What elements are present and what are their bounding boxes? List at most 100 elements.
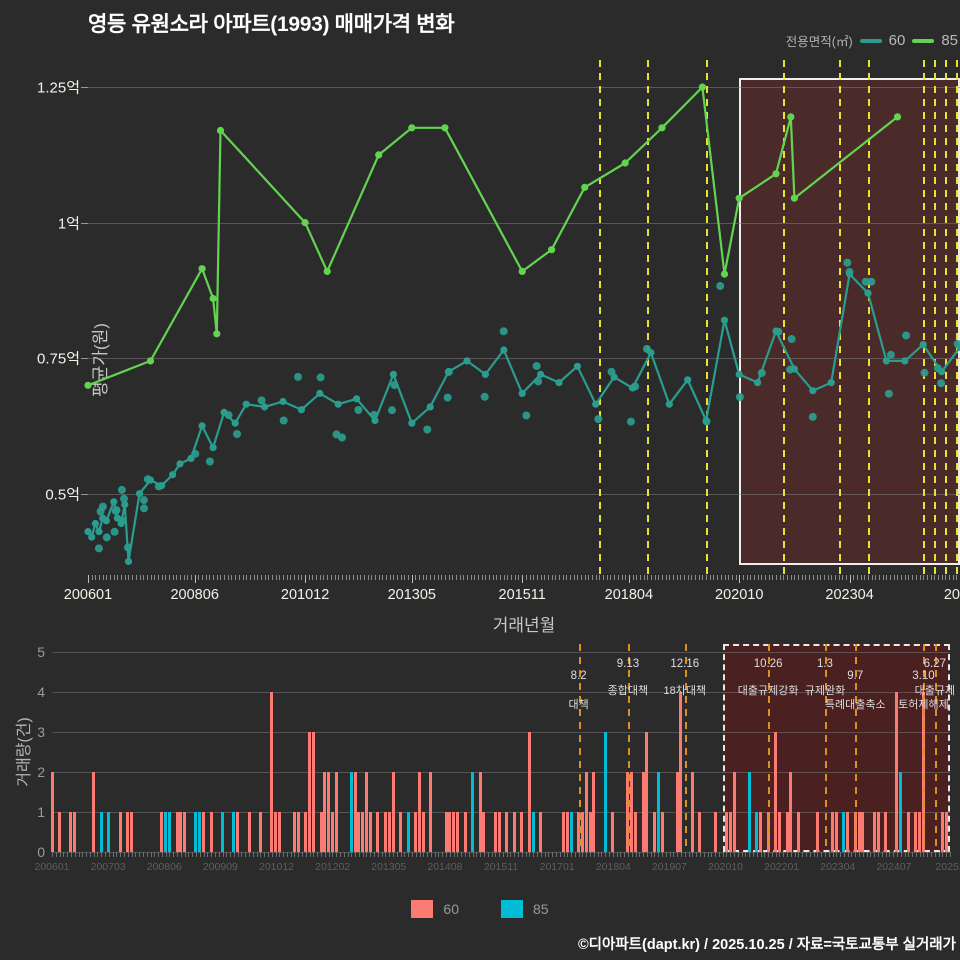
price-xtick-minor <box>923 575 925 580</box>
price-xtick-minor <box>470 575 472 580</box>
price-marker-60 <box>279 397 287 406</box>
price-xtick-minor <box>360 575 362 580</box>
volume-gridline <box>52 732 950 733</box>
price-xtick-minor <box>518 575 520 580</box>
price-xtick-minor <box>430 575 432 580</box>
volume-bar <box>58 812 62 852</box>
volume-xtick <box>533 852 535 857</box>
price-marker-85 <box>787 113 795 121</box>
volume-bar <box>471 772 475 852</box>
price-scatter-60 <box>626 417 635 426</box>
volume-event-vline <box>578 644 581 852</box>
volume-xtick <box>165 852 167 857</box>
volume-xtick <box>55 852 57 857</box>
price-xtick-minor <box>724 575 726 580</box>
price-event-vline <box>647 60 650 575</box>
price-scatter-60 <box>233 430 241 438</box>
volume-xtick-label: 201804 <box>595 861 631 873</box>
volume-bar <box>588 812 592 852</box>
price-xtick-minor <box>753 575 755 580</box>
price-xtick-minor <box>948 575 950 580</box>
volume-bar <box>221 812 224 852</box>
volume-xtick <box>374 852 376 857</box>
price-scatter-60 <box>631 382 640 391</box>
volume-xtick <box>726 852 728 857</box>
volume-xtick <box>449 852 451 857</box>
volume-xtick-label: 200601 <box>34 861 70 873</box>
price-xtick-minor <box>547 575 549 580</box>
price-xtick-minor <box>238 575 240 580</box>
volume-xtick <box>802 852 804 857</box>
volume-bar <box>99 812 103 852</box>
price-marker-60 <box>316 389 324 397</box>
price-scatter-60 <box>522 411 531 420</box>
volume-xtick-label: 20251 <box>935 861 960 873</box>
volume-bar <box>675 772 679 852</box>
price-scatter-60 <box>139 496 148 505</box>
volume-bar <box>497 812 501 852</box>
price-xtick-minor <box>573 575 575 580</box>
price-scatter-60 <box>884 389 893 398</box>
price-xtick-major <box>194 575 196 583</box>
price-marker-60 <box>919 341 927 349</box>
price-xtick-minor <box>897 575 899 580</box>
volume-xtick <box>362 852 364 857</box>
volume-bar <box>406 812 410 852</box>
volume-bar <box>444 812 448 852</box>
price-scatter-60 <box>390 381 399 390</box>
price-marker-85 <box>518 267 526 275</box>
legend-top-swatch-60 <box>859 38 882 43</box>
volume-xtick <box>927 852 929 857</box>
price-xtick-minor <box>625 575 627 580</box>
volume-xtick <box>756 852 758 857</box>
volume-annotation-date: 3.10 <box>912 670 935 682</box>
volume-bar <box>376 812 380 852</box>
price-xtick-minor <box>746 575 748 580</box>
volume-xtick-label: 202010 <box>707 861 744 873</box>
volume-xtick <box>650 852 652 857</box>
price-xtick-minor <box>492 575 494 580</box>
volume-bar <box>202 812 206 852</box>
volume-xtick <box>942 852 944 857</box>
volume-bar <box>160 812 164 852</box>
volume-xtick <box>783 852 785 857</box>
volume-xtick <box>154 852 156 857</box>
price-xtick-minor <box>698 575 700 580</box>
volume-bar <box>527 732 531 852</box>
volume-bar <box>944 812 948 852</box>
price-scatter-60 <box>257 396 266 405</box>
price-xtick-minor <box>485 575 487 580</box>
volume-xtick <box>908 852 910 857</box>
price-xtick-label: 202304 <box>825 587 874 603</box>
volume-xtick <box>355 852 357 857</box>
volume-xtick <box>510 852 512 857</box>
volume-xtick <box>938 852 940 857</box>
volume-bar <box>796 812 800 852</box>
price-xtick-minor <box>341 575 343 580</box>
volume-ytick-label: 1 <box>37 804 45 820</box>
volume-xtick <box>620 852 622 857</box>
price-scatter-60 <box>702 417 711 426</box>
volume-xtick <box>779 852 781 857</box>
price-xtick-minor <box>444 575 446 580</box>
price-scatter-60 <box>607 367 616 376</box>
price-scatter-60 <box>110 527 119 536</box>
volume-xtick <box>771 852 773 857</box>
volume-xtick <box>241 852 243 857</box>
price-marker-60 <box>555 379 563 387</box>
price-xtick-minor <box>956 575 958 580</box>
price-xtick-minor <box>503 575 505 580</box>
volume-annotation-date: 12.16 <box>670 658 700 670</box>
volume-xtick <box>745 852 747 857</box>
volume-xtick <box>843 852 845 857</box>
price-marker-85 <box>408 124 416 132</box>
price-xtick-minor <box>459 575 461 580</box>
volume-xtick <box>415 852 417 857</box>
volume-xtick <box>787 852 789 857</box>
price-xtick-minor <box>632 575 634 580</box>
price-xtick-minor <box>603 575 605 580</box>
price-xtick-minor <box>661 575 663 580</box>
price-xtick-minor <box>246 575 248 580</box>
volume-xtick-label: 201701 <box>539 861 575 873</box>
volume-xtick <box>639 852 641 857</box>
